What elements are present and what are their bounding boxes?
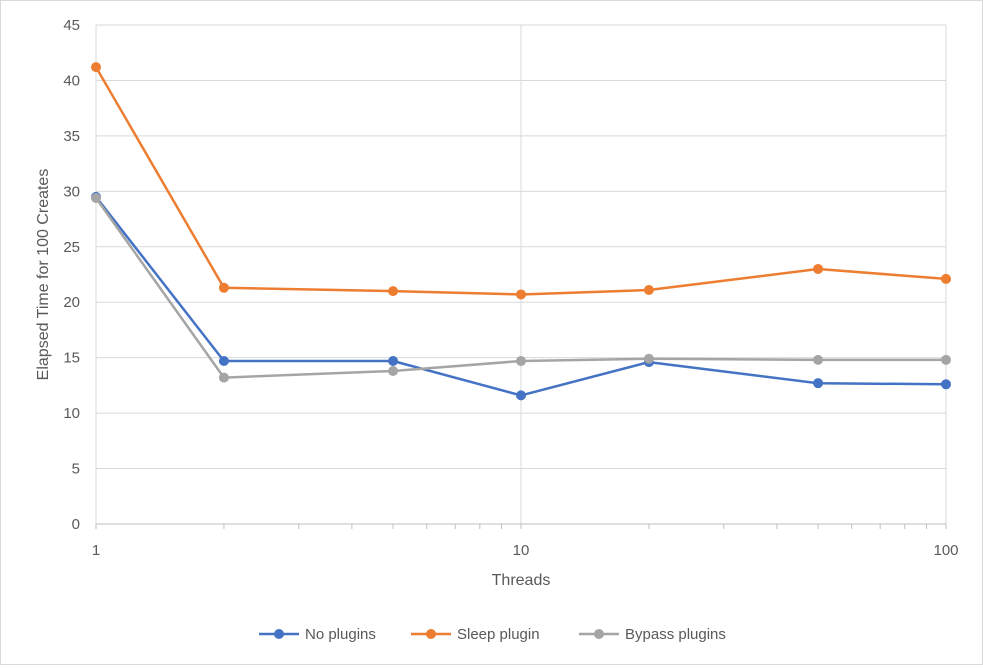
data-point-sleep-plugin [941,273,951,284]
x-tick-labels: 1 10 100 [92,542,959,559]
y-tick-label: 25 [63,239,80,256]
data-point-no-plugins [516,390,526,401]
legend-label: No plugins [305,626,376,643]
data-point-sleep-plugin [813,263,824,274]
legend-item-bypass-plugins: Bypass plugins [579,626,726,643]
data-point-bypass-plugins [643,353,654,364]
y-tick-label: 35 [63,128,80,145]
legend-label: Sleep plugin [457,626,540,643]
y-tick-label: 15 [63,350,80,367]
data-point-bypass-plugins [813,354,824,365]
legend-item-sleep-plugin: Sleep plugin [411,626,540,643]
y-tick-label: 10 [63,405,80,422]
gridlines [95,24,947,524]
y-tick-label: 45 [63,17,80,34]
data-point-bypass-plugins [388,365,399,376]
data-point-bypass-plugins [516,355,526,366]
series-group [91,62,951,401]
data-point-bypass-plugins [218,372,229,383]
x-tick-label: 10 [513,542,530,559]
data-point-sleep-plugin [516,289,526,300]
data-point-sleep-plugin [388,286,399,297]
data-point-sleep-plugin [643,285,654,296]
data-point-no-plugins [218,355,229,366]
x-tick-label: 100 [933,542,958,559]
y-tick-label: 30 [63,183,80,200]
legend-label: Bypass plugins [625,626,726,643]
legend-swatch-marker [426,629,436,639]
y-tick-label: 20 [63,294,80,311]
data-point-no-plugins [813,378,824,389]
legend-item-no-plugins: No plugins [259,626,376,643]
y-tick-label: 5 [72,461,80,478]
data-point-no-plugins [941,379,951,390]
data-point-sleep-plugin [218,282,229,293]
x-axis-title: Threads [492,572,551,589]
data-point-bypass-plugins [941,354,951,365]
data-point-no-plugins [388,355,399,366]
legend: No plugins Sleep plugin Bypass plugins [259,626,726,643]
x-tick-label: 1 [92,542,100,559]
y-tick-label: 40 [63,72,80,89]
y-tick-label: 0 [72,516,80,533]
data-point-sleep-plugin [91,62,101,73]
data-point-bypass-plugins [91,192,101,203]
y-tick-labels: 0 5 10 15 20 25 30 35 40 45 [63,17,80,533]
y-axis-title: Elapsed Time for 100 Creates [35,169,52,381]
legend-swatch-marker [274,629,284,639]
legend-swatch-marker [594,629,604,639]
axes [95,523,947,529]
